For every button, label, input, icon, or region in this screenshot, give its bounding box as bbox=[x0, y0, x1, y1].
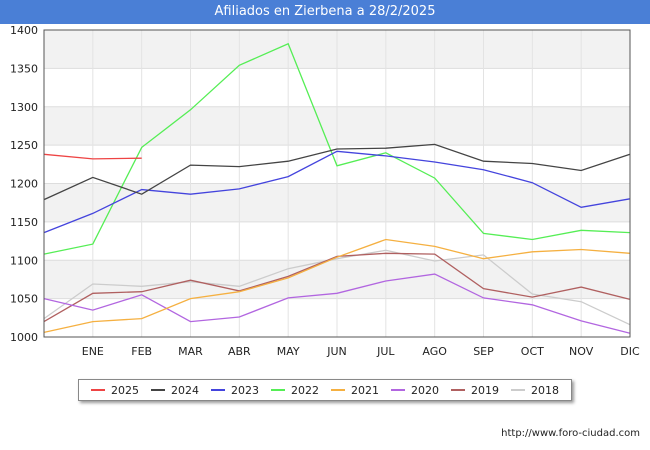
legend-swatch bbox=[211, 389, 225, 391]
y-tick-label: 1250 bbox=[10, 139, 38, 152]
line-chart: 1000 1050 1100 1150 1200 1250 1300 1350 1400 ENE… bbox=[10, 24, 640, 358]
series-line-2020 bbox=[43, 273, 631, 334]
x-tick-label: SEP bbox=[473, 345, 494, 358]
y-tick-label: 1400 bbox=[10, 24, 38, 37]
legend-label: 2024 bbox=[171, 383, 199, 397]
legend-label: 2018 bbox=[531, 383, 559, 397]
legend-item-2021: 2021 bbox=[331, 384, 379, 397]
series-line-2022 bbox=[43, 42, 631, 255]
legend-swatch bbox=[331, 389, 345, 391]
y-tick-label: 1150 bbox=[10, 216, 38, 229]
chart-title: Afiliados en Zierbena a 28/2/2025 bbox=[0, 0, 650, 24]
legend-swatch bbox=[271, 389, 285, 391]
legend-item-2018: 2018 bbox=[511, 384, 559, 397]
series-line-2023 bbox=[43, 150, 631, 234]
y-axis-ticks: 1000 1050 1100 1150 1200 1250 1300 1350 1400 bbox=[10, 24, 38, 344]
chart-series-lines bbox=[43, 42, 631, 334]
x-tick-label: MAR bbox=[178, 345, 203, 358]
legend-label: 2021 bbox=[351, 383, 379, 397]
series-line-2019 bbox=[43, 252, 631, 323]
x-tick-label: JUL bbox=[376, 345, 395, 358]
y-tick-label: 1350 bbox=[10, 62, 38, 75]
legend-item-2019: 2019 bbox=[451, 384, 499, 397]
x-tick-label: AGO bbox=[422, 345, 447, 358]
x-tick-label: OCT bbox=[521, 345, 544, 358]
legend-item-2023: 2023 bbox=[211, 384, 259, 397]
legend-label: 2022 bbox=[291, 383, 319, 397]
x-tick-label: MAY bbox=[277, 345, 300, 358]
x-tick-label: ABR bbox=[228, 345, 251, 358]
y-tick-label: 1300 bbox=[10, 101, 38, 114]
legend-label: 2019 bbox=[471, 383, 499, 397]
x-tick-label: FEB bbox=[131, 345, 152, 358]
legend-item-2024: 2024 bbox=[151, 384, 199, 397]
series-line-2018 bbox=[43, 249, 631, 326]
chart-legend: 2025 2024 2023 2022 2021 2020 2019 2018 bbox=[78, 379, 572, 401]
x-tick-label: DIC bbox=[620, 345, 640, 358]
series-line-2025 bbox=[43, 153, 142, 160]
x-tick-label: NOV bbox=[569, 345, 594, 358]
y-tick-label: 1000 bbox=[10, 331, 38, 344]
legend-swatch bbox=[511, 389, 525, 391]
legend-label: 2025 bbox=[111, 383, 139, 397]
legend-item-2025: 2025 bbox=[91, 384, 139, 397]
plot-frame bbox=[43, 29, 631, 338]
x-tick-label: JUN bbox=[326, 345, 347, 358]
legend-label: 2023 bbox=[231, 383, 259, 397]
x-tick-label: ENE bbox=[82, 345, 104, 358]
legend-label: 2020 bbox=[411, 383, 439, 397]
y-tick-label: 1200 bbox=[10, 178, 38, 191]
legend-item-2020: 2020 bbox=[391, 384, 439, 397]
legend-item-2022: 2022 bbox=[271, 384, 319, 397]
x-axis-ticks: ENE FEB MAR ABR MAY JUN JUL AGO SEP OCT NOV DIC bbox=[82, 345, 640, 358]
legend-swatch bbox=[151, 389, 165, 391]
legend-swatch bbox=[91, 389, 105, 391]
legend-swatch bbox=[451, 389, 465, 391]
series-line-2024 bbox=[43, 143, 631, 201]
series-line-2021 bbox=[43, 238, 631, 334]
footer-url: http://www.foro-ciudad.com bbox=[501, 428, 640, 439]
y-tick-label: 1050 bbox=[10, 293, 38, 306]
y-tick-label: 1100 bbox=[10, 254, 38, 267]
legend-swatch bbox=[391, 389, 405, 391]
